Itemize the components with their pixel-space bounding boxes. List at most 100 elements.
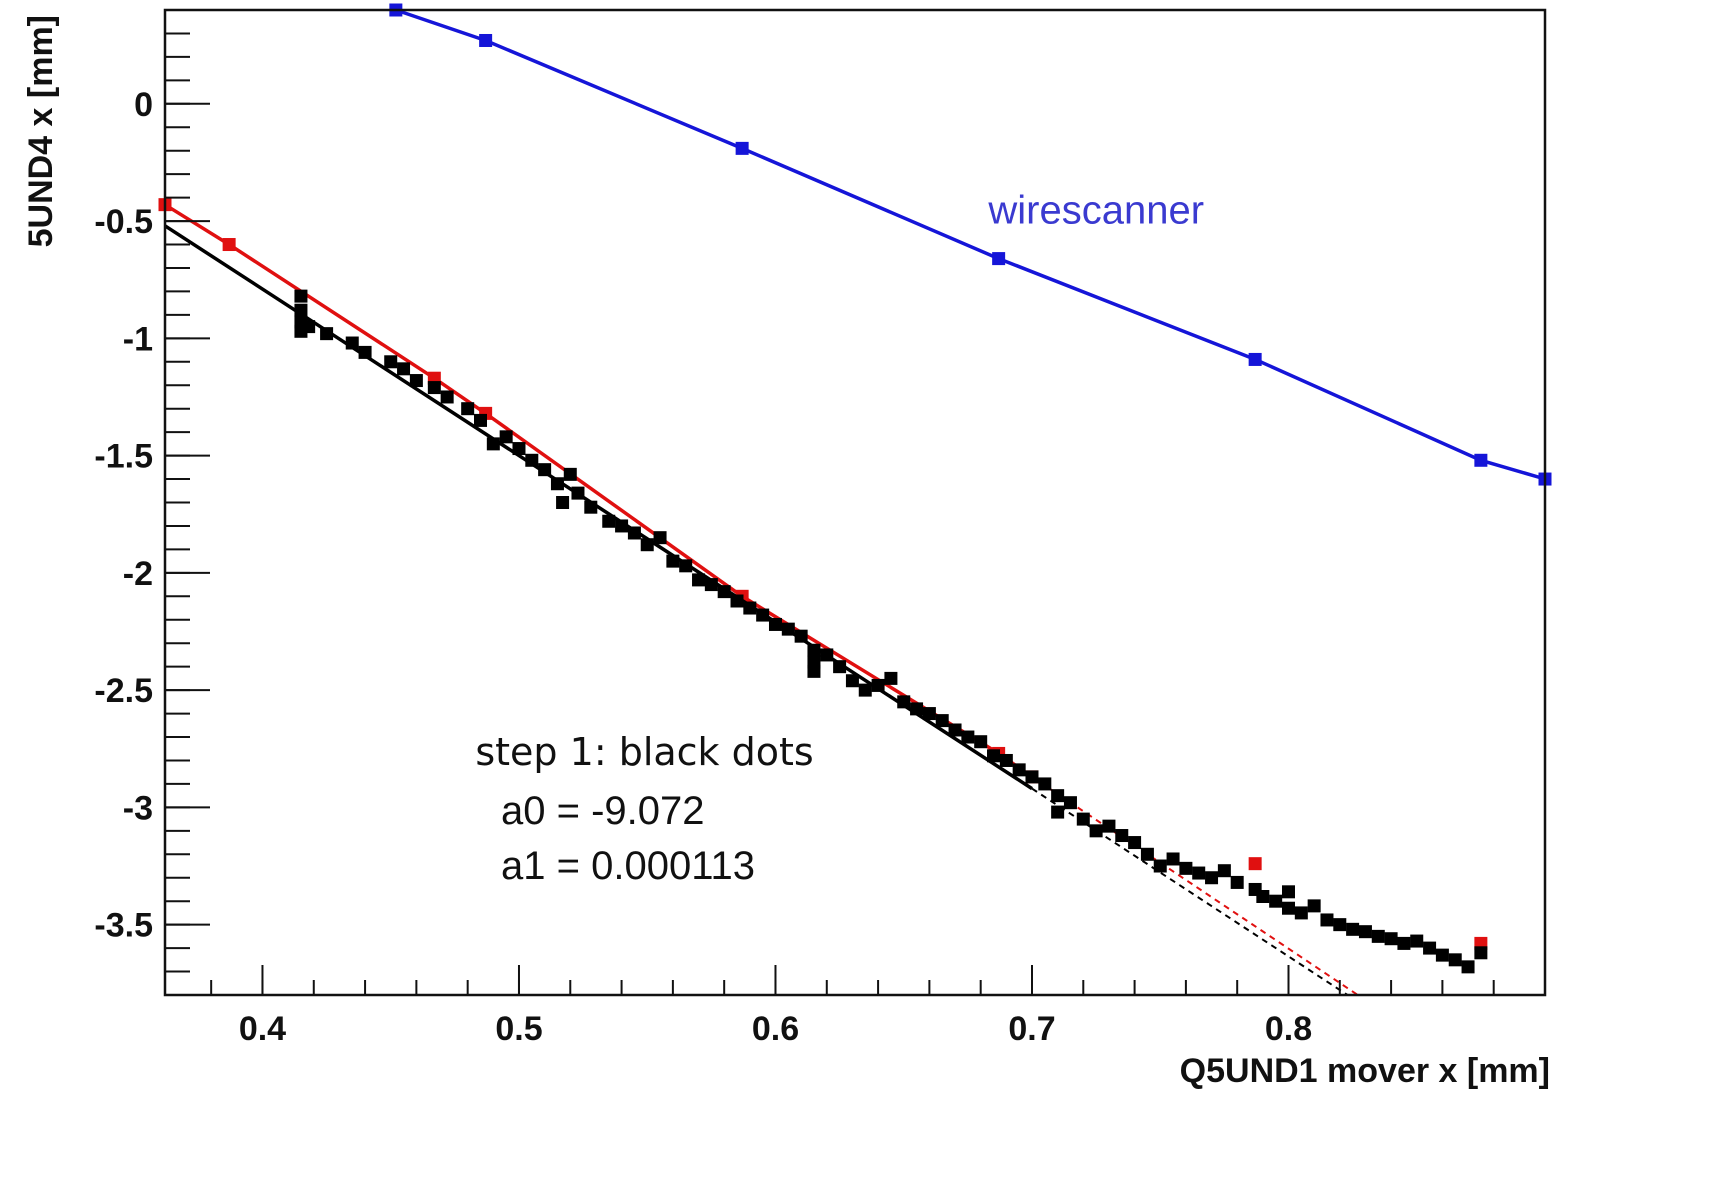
data-point — [222, 238, 236, 252]
data-point — [1307, 899, 1321, 913]
y-tick-label: -2.5 — [94, 672, 153, 710]
data-point — [1012, 763, 1026, 777]
data-point — [640, 538, 654, 552]
data-point — [479, 33, 493, 47]
data-point — [556, 496, 570, 509]
x-axis-title: Q5UND1 mover x [mm] — [1180, 1052, 1550, 1090]
data-point — [666, 554, 680, 568]
data-point — [384, 355, 398, 369]
data-point — [1461, 960, 1475, 974]
data-point — [692, 573, 706, 587]
data-point — [1474, 453, 1488, 467]
fit-param-a0: a0 = -9.072 — [501, 789, 705, 833]
step-annotation: step 1: black dots — [475, 730, 813, 774]
data-point — [897, 695, 911, 709]
data-point — [1230, 875, 1244, 889]
data-point — [584, 500, 598, 514]
data-point — [302, 320, 316, 334]
data-point — [550, 477, 564, 491]
data-point — [858, 683, 872, 697]
data-point — [474, 413, 488, 427]
data-point — [1128, 836, 1142, 850]
data-point — [704, 578, 718, 592]
data-point — [1384, 932, 1398, 946]
data-point — [884, 671, 898, 685]
y-tick-label: -1.5 — [94, 438, 153, 476]
data-point — [320, 327, 334, 341]
data-point — [427, 381, 441, 395]
data-point — [1435, 948, 1449, 962]
data-point — [1333, 918, 1347, 932]
data-point — [974, 735, 988, 749]
data-point — [1474, 946, 1488, 960]
x-tick-label: 0.7 — [1008, 1010, 1055, 1048]
data-point — [1192, 866, 1206, 880]
data-point — [486, 437, 500, 451]
data-point — [1371, 929, 1385, 943]
data-point — [538, 463, 552, 477]
data-point — [461, 402, 475, 416]
data-point — [409, 374, 423, 388]
data-point — [781, 622, 795, 636]
data-point — [358, 345, 372, 359]
data-point — [1410, 934, 1424, 948]
data-point — [999, 753, 1013, 767]
data-point — [440, 390, 454, 404]
data-point — [1248, 857, 1262, 871]
data-point — [602, 514, 616, 528]
data-point — [948, 723, 962, 737]
data-point — [1102, 819, 1116, 833]
data-point — [717, 585, 731, 599]
data-point — [615, 519, 629, 533]
data-point — [1397, 936, 1411, 950]
data-point — [922, 707, 936, 721]
data-point — [1358, 925, 1372, 939]
data-point — [807, 643, 821, 657]
data-point — [735, 141, 749, 155]
data-point — [397, 362, 411, 376]
data-point — [1346, 922, 1360, 936]
data-point — [845, 674, 859, 688]
data-point — [294, 289, 308, 303]
data-point — [910, 702, 924, 716]
data-point — [961, 730, 975, 744]
data-point — [833, 660, 847, 674]
series-layer — [158, 3, 1552, 996]
data-point — [1140, 847, 1154, 861]
data-point — [807, 664, 821, 678]
data-point — [1076, 812, 1090, 826]
data-point — [294, 303, 308, 317]
data-point — [1423, 941, 1437, 955]
data-point — [1089, 824, 1103, 838]
data-point — [1205, 871, 1219, 885]
data-point — [1115, 829, 1129, 843]
fit-param-a1: a1 = 0.000113 — [501, 844, 755, 888]
data-point — [1248, 352, 1262, 366]
data-point — [512, 442, 526, 456]
data-point — [768, 617, 782, 631]
data-point — [1217, 864, 1231, 878]
y-axis-title: 5UND4 x [mm] — [22, 15, 60, 247]
data-point — [1051, 789, 1065, 803]
data-point — [679, 559, 693, 573]
x-tick-label: 0.5 — [495, 1010, 542, 1048]
x-tick-label: 0.6 — [752, 1010, 799, 1048]
y-tick-label: -3 — [123, 789, 153, 827]
series-line — [164, 224, 1033, 791]
x-axis: 0.4 0.5 0.6 0.7 0.8 — [210, 965, 1546, 1048]
data-point — [1294, 906, 1308, 920]
y-tick-label: -0.5 — [94, 203, 153, 241]
data-point — [1153, 859, 1167, 873]
data-point — [1448, 953, 1462, 967]
data-point — [1281, 901, 1295, 915]
data-point — [987, 749, 1001, 763]
data-point — [935, 714, 949, 728]
y-axis: 0 -0.5 -1 -1.5 -2 -2.5 -3 -3.5 — [94, 9, 210, 973]
data-point — [820, 648, 834, 662]
data-point — [1051, 805, 1065, 819]
data-point — [992, 252, 1006, 266]
data-point — [1320, 913, 1334, 927]
wirescanner-series-label: wirescanner — [987, 188, 1204, 232]
data-point — [1269, 894, 1283, 908]
